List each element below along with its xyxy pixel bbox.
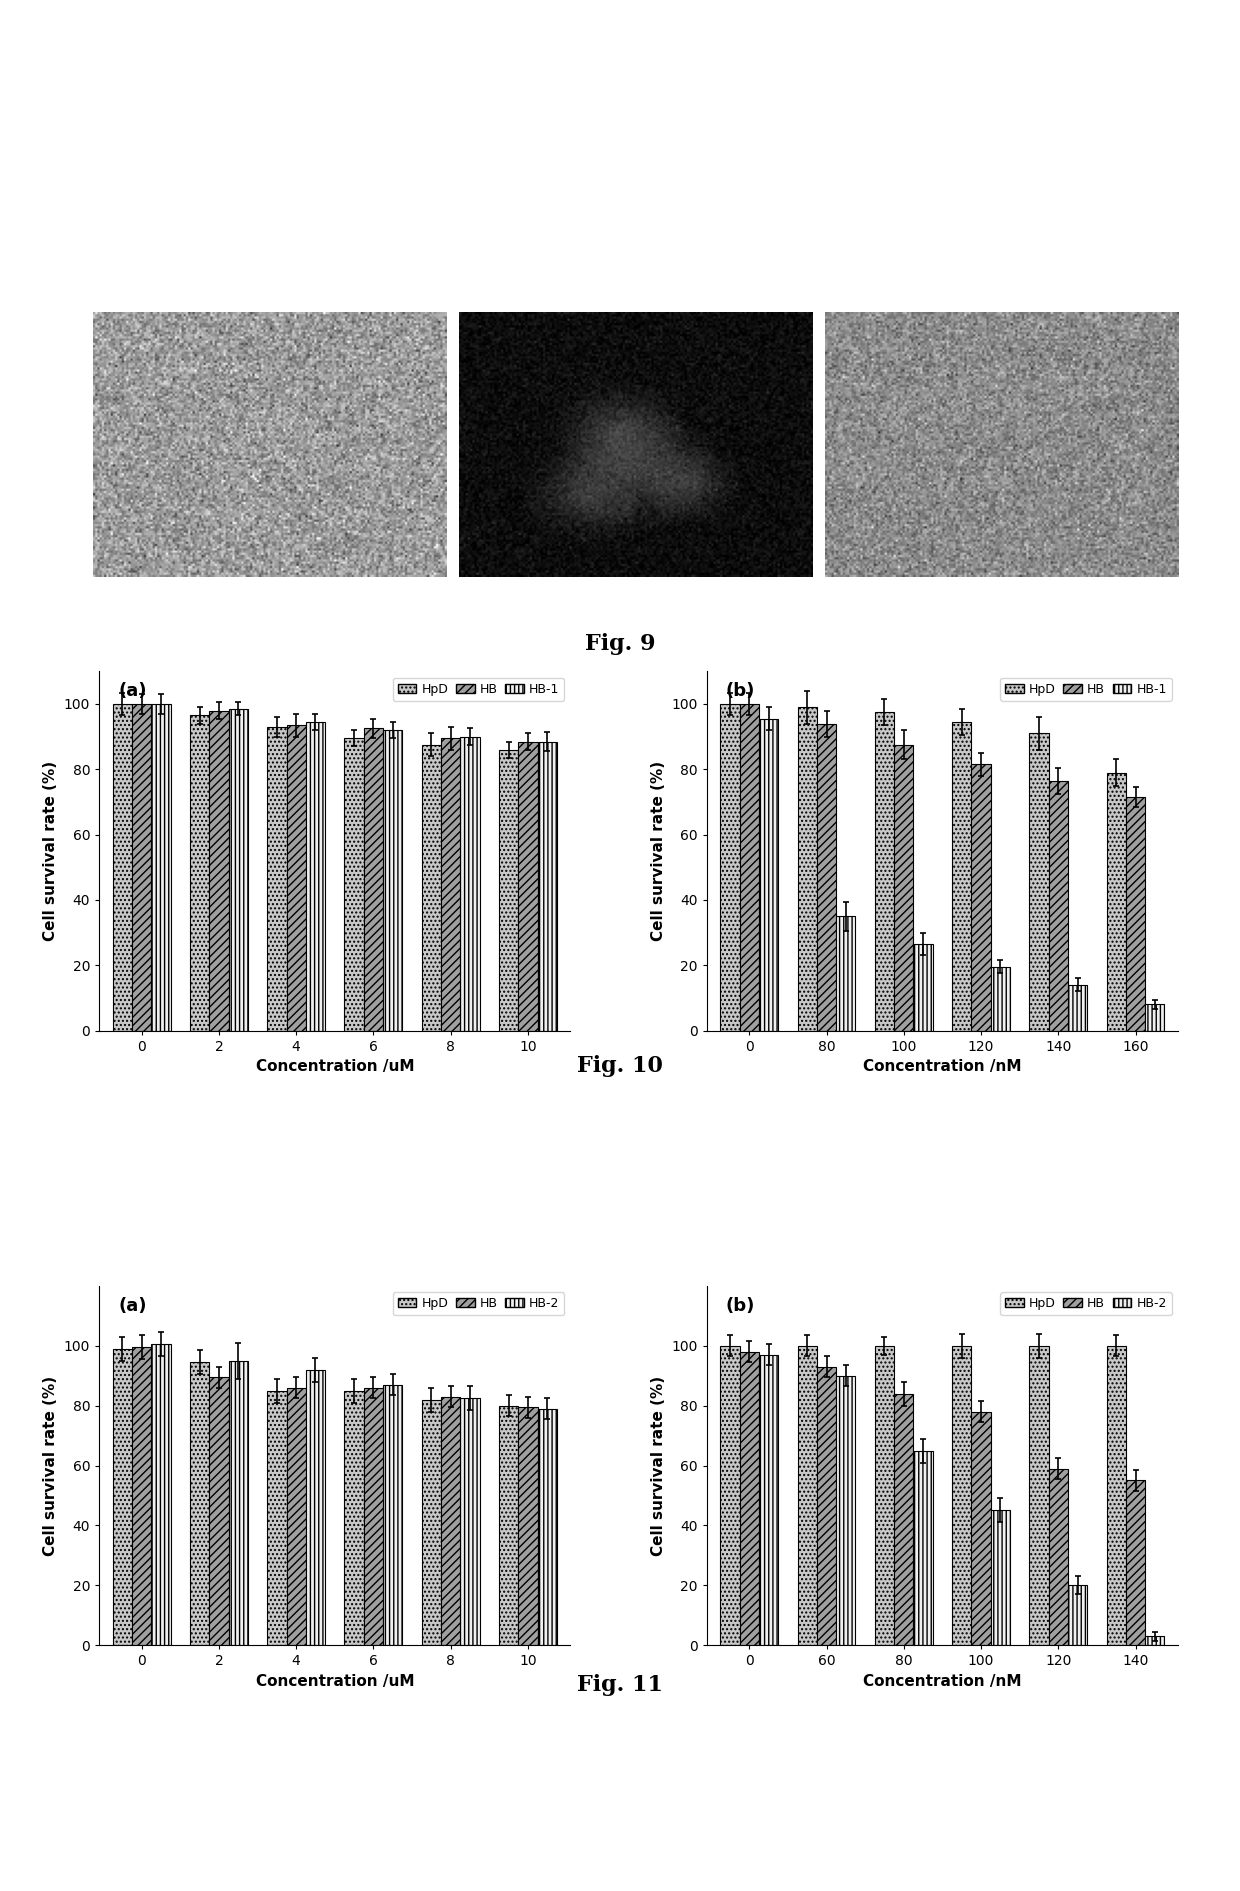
Bar (498, 749, 518, 1031)
Y-axis label: Cell survival rate (%): Cell survival rate (%) (43, 1375, 58, 1556)
Legend: HpD, HB, HB-1: HpD, HB, HB-1 (393, 677, 564, 700)
Bar (363, 728, 383, 1031)
Bar (971, 764, 991, 1031)
Bar (190, 1362, 210, 1645)
Bar (1049, 1469, 1068, 1645)
Bar (113, 1348, 131, 1645)
Bar (914, 944, 932, 1031)
Bar (306, 722, 325, 1031)
Bar (874, 713, 894, 1031)
Bar (1068, 985, 1087, 1031)
Bar (210, 711, 228, 1031)
Bar (422, 745, 441, 1031)
Bar (383, 1384, 403, 1645)
Bar (1146, 1004, 1164, 1031)
Bar (345, 1390, 363, 1645)
Text: Fig. 10: Fig. 10 (577, 1055, 663, 1078)
Bar (874, 1346, 894, 1645)
Bar (441, 1397, 460, 1645)
Bar (817, 724, 836, 1031)
Bar (1106, 773, 1126, 1031)
Bar (460, 1397, 480, 1645)
Bar (817, 1367, 836, 1645)
Bar (1126, 798, 1146, 1031)
Bar (1029, 1346, 1049, 1645)
Bar (441, 737, 460, 1031)
Bar (345, 737, 363, 1031)
Bar (286, 1388, 306, 1645)
Bar (518, 741, 538, 1031)
Bar (363, 1388, 383, 1645)
Text: (a): (a) (118, 683, 146, 700)
Bar (1146, 1636, 1164, 1645)
Bar (991, 966, 1011, 1031)
Bar (498, 1405, 518, 1645)
Text: (a): (a) (118, 1297, 146, 1314)
Bar (518, 1407, 538, 1645)
Bar (836, 1377, 856, 1645)
Bar (759, 719, 779, 1031)
Bar (228, 709, 248, 1031)
Bar (952, 1346, 971, 1645)
Bar (1068, 1585, 1087, 1645)
Bar (113, 703, 131, 1031)
Bar (894, 1394, 914, 1645)
Bar (952, 722, 971, 1031)
Text: (b): (b) (725, 1297, 755, 1314)
Text: Fig. 11: Fig. 11 (577, 1674, 663, 1696)
Bar (797, 1346, 817, 1645)
Text: (b): (b) (725, 683, 755, 700)
Legend: HpD, HB, HB-2: HpD, HB, HB-2 (393, 1292, 564, 1314)
Bar (894, 745, 914, 1031)
Bar (1126, 1481, 1146, 1645)
Bar (190, 715, 210, 1031)
Bar (131, 1346, 151, 1645)
Y-axis label: Cell survival rate (%): Cell survival rate (%) (651, 1375, 666, 1556)
Bar (914, 1450, 932, 1645)
Bar (991, 1511, 1011, 1645)
Bar (971, 1411, 991, 1645)
Legend: HpD, HB, HB-1: HpD, HB, HB-1 (1001, 677, 1172, 700)
Bar (759, 1354, 779, 1645)
Bar (151, 703, 171, 1031)
Bar (720, 703, 739, 1031)
X-axis label: Concentration /uM: Concentration /uM (255, 1674, 414, 1689)
Bar (1049, 781, 1068, 1031)
Bar (267, 726, 286, 1031)
Bar (306, 1369, 325, 1645)
Bar (538, 741, 557, 1031)
Bar (422, 1399, 441, 1645)
Bar (131, 703, 151, 1031)
Bar (739, 703, 759, 1031)
Y-axis label: Cell survival rate (%): Cell survival rate (%) (43, 760, 58, 942)
Bar (228, 1362, 248, 1645)
Bar (797, 707, 817, 1031)
Bar (1106, 1346, 1126, 1645)
Bar (286, 724, 306, 1031)
Bar (151, 1345, 171, 1645)
X-axis label: Concentration /nM: Concentration /nM (863, 1674, 1022, 1689)
Text: Fig. 9: Fig. 9 (585, 633, 655, 656)
Y-axis label: Cell survival rate (%): Cell survival rate (%) (651, 760, 666, 942)
Bar (739, 1352, 759, 1645)
Bar (720, 1346, 739, 1645)
X-axis label: Concentration /nM: Concentration /nM (863, 1059, 1022, 1074)
Bar (460, 737, 480, 1031)
Bar (836, 917, 856, 1031)
X-axis label: Concentration /uM: Concentration /uM (255, 1059, 414, 1074)
Bar (538, 1409, 557, 1645)
Legend: HpD, HB, HB-2: HpD, HB, HB-2 (1001, 1292, 1172, 1314)
Bar (267, 1390, 286, 1645)
Bar (210, 1377, 228, 1645)
Bar (1029, 734, 1049, 1031)
Bar (383, 730, 403, 1031)
